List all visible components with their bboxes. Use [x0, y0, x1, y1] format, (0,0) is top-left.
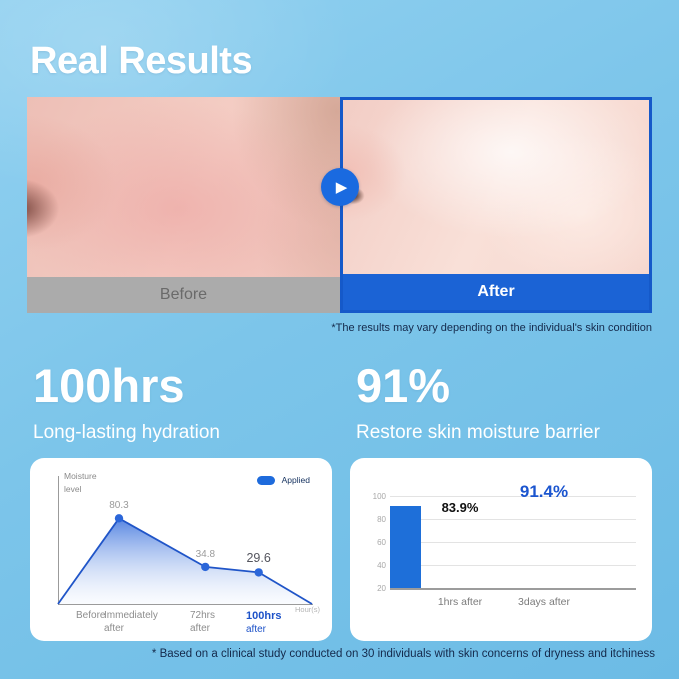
after-skin-photo — [343, 100, 649, 274]
y-axis-line — [58, 476, 60, 604]
bar-x-tick-1hrs: 1hrs after — [437, 596, 483, 608]
after-panel: After — [340, 97, 652, 313]
stat-hydration-caption: Long-lasting hydration — [33, 422, 220, 443]
before-after-comparison: Before After ▶ — [27, 97, 652, 313]
y-tick-label: 40 — [377, 561, 386, 570]
x-axis-unit-label: Hour(s) — [294, 605, 320, 614]
legend-swatch-icon — [256, 475, 275, 485]
hydration-line-chart-card: Moisture level Applied 80.3 — [30, 458, 332, 641]
point-value-label: 34.8 — [195, 548, 216, 560]
bar-value-label: 83.9% — [441, 500, 479, 515]
after-label-bar: After — [343, 274, 649, 310]
results-vary-disclaimer: *The results may vary depending on the i… — [331, 322, 652, 334]
grid-line: 40 — [377, 561, 636, 570]
x-tick-100hrs-line1: 100hrs — [246, 610, 282, 622]
data-point-dot — [114, 514, 124, 523]
line-chart-svg — [57, 514, 313, 605]
x-tick-immediately-after: Immediately after — [104, 610, 158, 634]
before-skin-photo — [27, 97, 340, 277]
after-label: After — [477, 283, 515, 300]
x-tick-72hrs-after: 72hrs after — [190, 610, 216, 634]
y-tick-label: 80 — [377, 515, 386, 524]
bar-value-label: 91.4% — [519, 482, 569, 501]
grid-line: 80 — [377, 515, 636, 524]
before-label: Before — [159, 286, 208, 303]
stat-barrier-value: 91% — [356, 359, 451, 412]
moisture-bar-chart-card: 100 80 60 40 20 83.9% 91.4% 1hrs after 3days… — [350, 458, 652, 641]
legend-label: Applied — [281, 475, 310, 485]
stat-hydration: 100hrs Long-lasting hydration — [33, 362, 220, 444]
stat-hydration-value: 100hrs — [33, 359, 185, 412]
play-button[interactable]: ▶ — [321, 168, 359, 206]
data-point-dot — [254, 568, 263, 577]
y-tick-label: 100 — [372, 492, 386, 501]
play-icon: ▶ — [335, 178, 348, 196]
y-tick-label: 60 — [377, 538, 386, 547]
bars — [390, 496, 636, 588]
bar-x-tick-3days: 3days after — [518, 596, 570, 608]
point-value-label: 80.3 — [109, 500, 129, 512]
stat-barrier-caption: Restore skin moisture barrier — [356, 422, 600, 443]
gridlines: 100 80 60 40 20 — [373, 492, 636, 593]
clinical-study-disclaimer: * Based on a clinical study conducted on… — [151, 648, 655, 660]
stat-barrier: 91% Restore skin moisture barrier — [356, 362, 600, 444]
x-tick-100hrs-after: 100hrs after — [246, 610, 294, 636]
grid-line: 60 — [377, 538, 636, 547]
bar-3days-after — [390, 505, 421, 588]
grid-line: 20 — [377, 584, 636, 593]
y-axis-label: Moisture level — [64, 471, 97, 495]
before-label-bar: Before — [27, 277, 340, 313]
chart-legend: Applied — [256, 475, 310, 485]
line-chart-plot — [57, 476, 313, 605]
x-tick-before: Before — [76, 610, 106, 621]
x-axis-line — [58, 604, 313, 606]
grid-line: 100 — [373, 492, 636, 501]
before-panel: Before — [27, 97, 340, 313]
y-tick-label: 20 — [377, 584, 386, 593]
data-point-dot — [201, 562, 210, 572]
area-fill — [58, 518, 312, 604]
point-value-label: 29.6 — [246, 551, 271, 566]
x-tick-100hrs-line2: after — [246, 623, 267, 635]
page-title: Real Results — [30, 40, 253, 82]
